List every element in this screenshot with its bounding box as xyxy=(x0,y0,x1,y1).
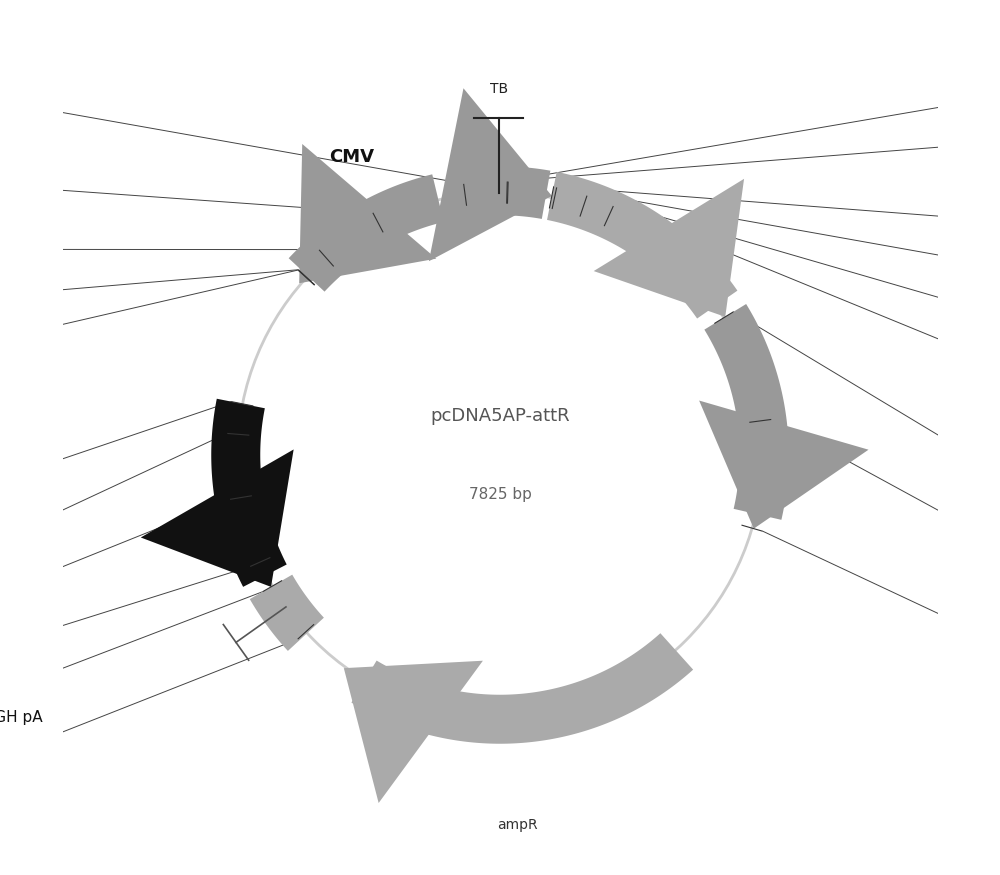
Polygon shape xyxy=(250,575,324,651)
Text: pcDNA5AP-attR: pcDNA5AP-attR xyxy=(430,407,570,424)
Polygon shape xyxy=(594,178,744,317)
Polygon shape xyxy=(429,88,552,262)
Polygon shape xyxy=(299,144,436,284)
Text: TB: TB xyxy=(490,82,508,96)
Polygon shape xyxy=(351,634,693,744)
Polygon shape xyxy=(211,399,287,587)
Polygon shape xyxy=(462,166,550,219)
Polygon shape xyxy=(699,401,869,528)
Text: CMV: CMV xyxy=(329,149,374,166)
Polygon shape xyxy=(344,661,483,803)
Polygon shape xyxy=(141,450,294,587)
Text: ampR: ampR xyxy=(497,818,538,832)
Text: 7825 bp: 7825 bp xyxy=(469,487,531,502)
Polygon shape xyxy=(547,172,737,318)
Text: BGH pA: BGH pA xyxy=(0,710,42,725)
Polygon shape xyxy=(289,174,444,291)
Polygon shape xyxy=(704,304,789,520)
